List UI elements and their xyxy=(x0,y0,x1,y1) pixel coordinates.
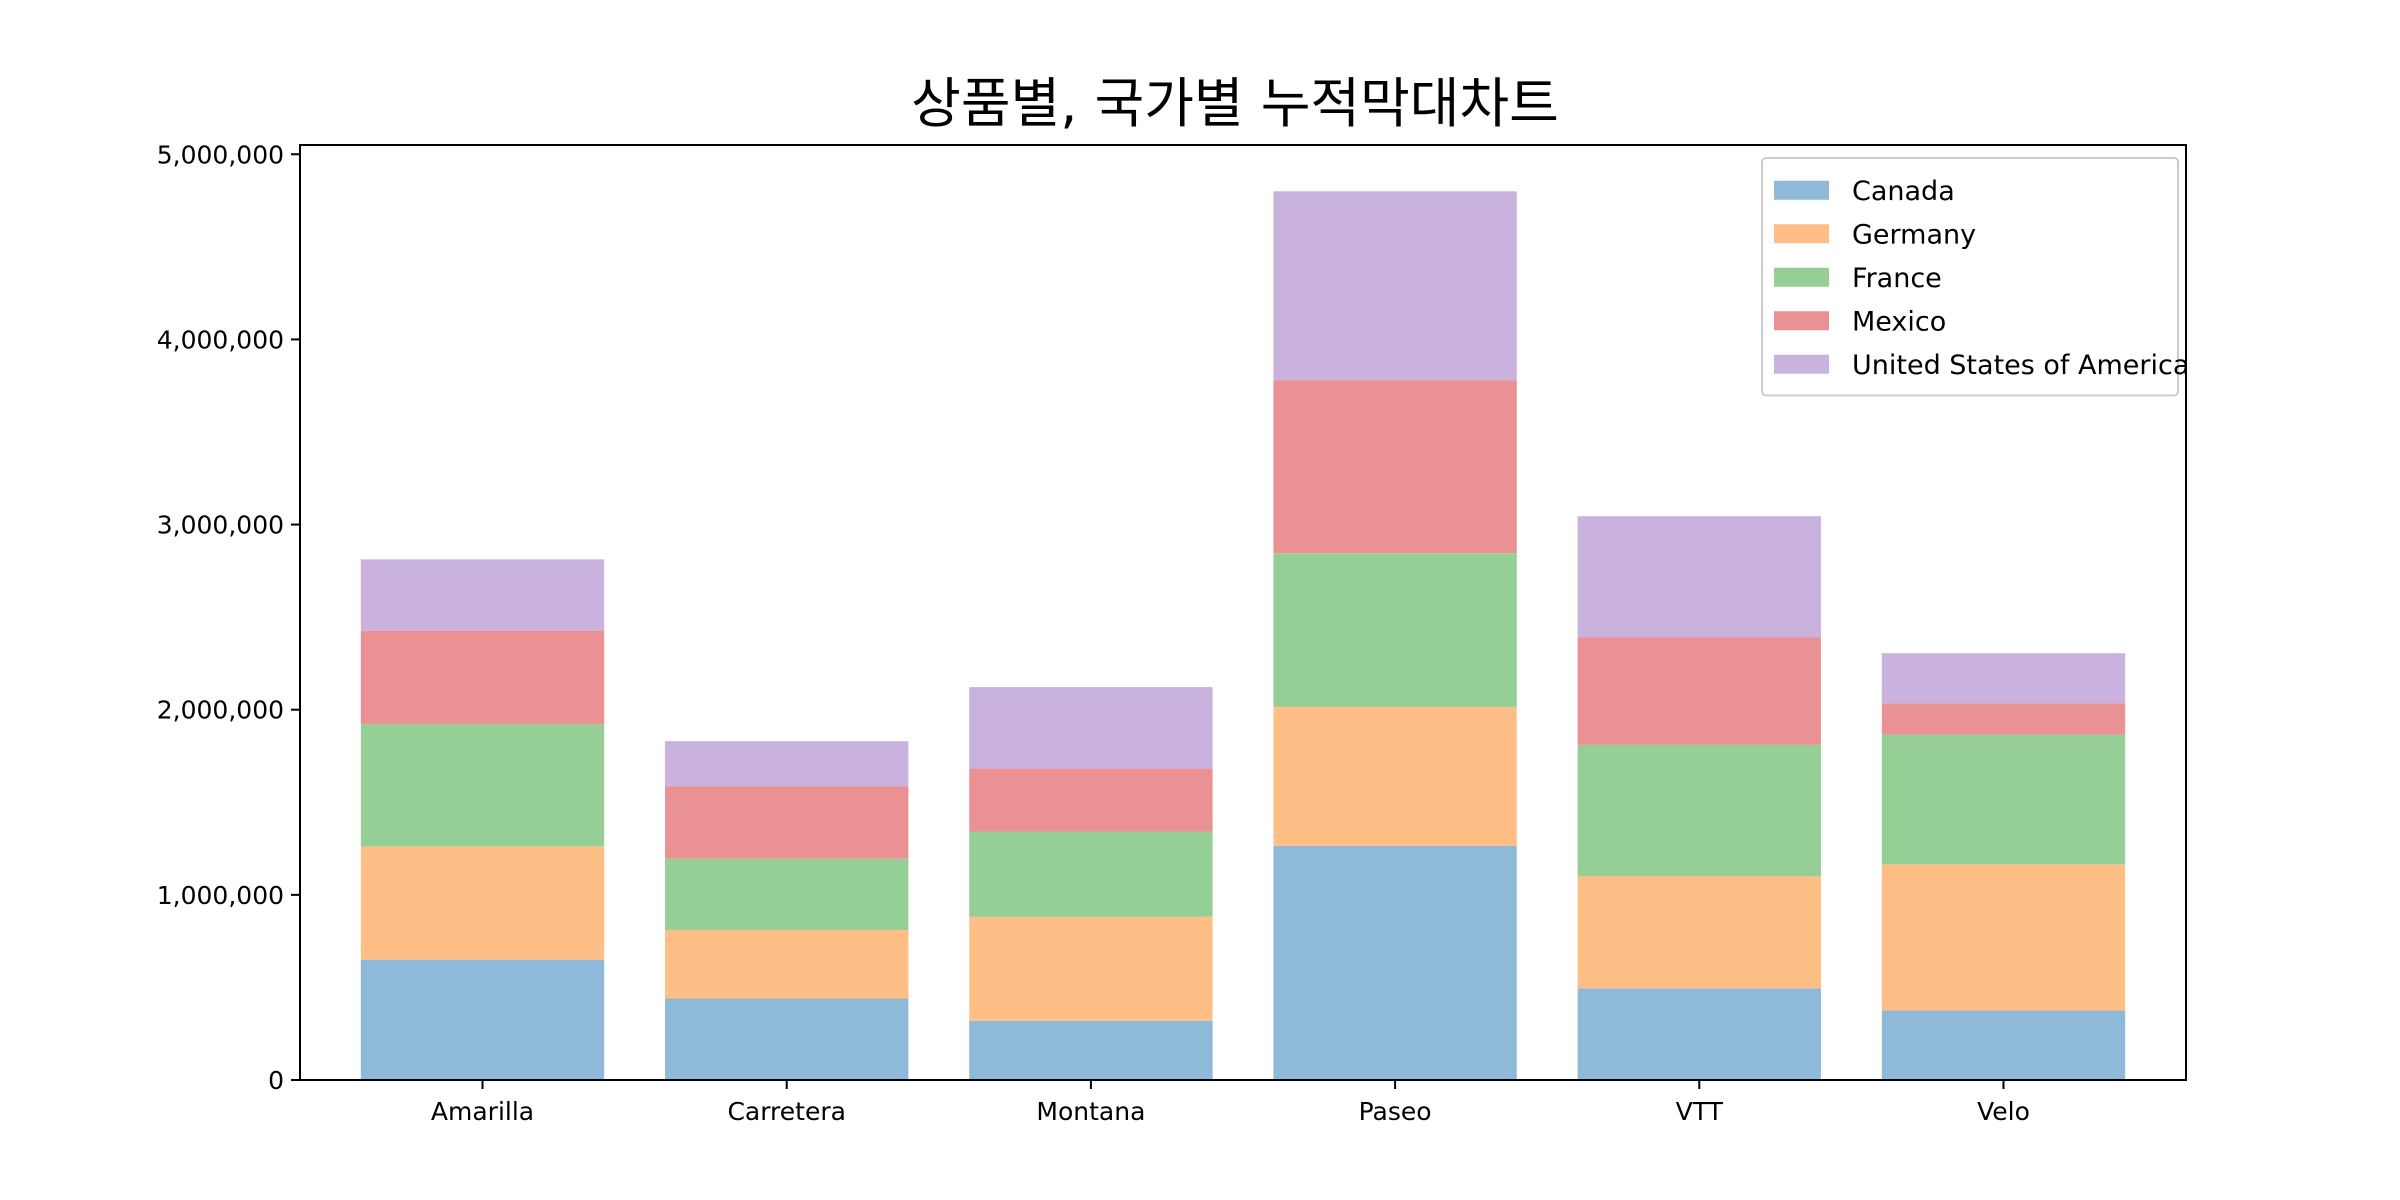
bar-carretera-germany xyxy=(665,930,909,999)
bar-amarilla-mexico xyxy=(360,630,605,725)
bar-montana-germany xyxy=(969,916,1213,1021)
y-tick-label: 2,000,000 xyxy=(157,696,284,725)
bar-montana-mexico xyxy=(969,768,1213,832)
x-tick-label-vtt: VTT xyxy=(1676,1097,1724,1126)
bar-velo-france xyxy=(1881,734,2126,865)
bar-velo-united-states-of-america xyxy=(1881,653,2126,704)
legend-swatch-mexico xyxy=(1774,311,1829,331)
legend-label-germany: Germany xyxy=(1852,219,1976,250)
bar-vtt-united-states-of-america xyxy=(1577,516,1821,638)
bars-layer xyxy=(360,191,2126,1080)
bar-paseo-united-states-of-america xyxy=(1273,191,1517,381)
bar-vtt-france xyxy=(1577,744,1821,877)
bar-carretera-canada xyxy=(665,998,909,1080)
legend-box xyxy=(1761,157,2179,397)
bar-amarilla-canada xyxy=(360,959,605,1080)
bar-carretera-united-states-of-america xyxy=(665,741,909,787)
x-tick-label-velo: Velo xyxy=(1977,1097,2030,1126)
legend-label-mexico: Mexico xyxy=(1852,306,1946,337)
y-tick-label: 4,000,000 xyxy=(157,325,284,354)
bar-amarilla-united-states-of-america xyxy=(360,559,605,631)
y-tick-label: 1,000,000 xyxy=(157,881,284,910)
bar-velo-germany xyxy=(1881,864,2126,1011)
axes-layer: 0 1,000,000 2,000,000 3,000,000 4,000,000 5,0… xyxy=(157,140,2187,1126)
legend: Canada Germany France Mexico United States o… xyxy=(1761,157,2189,397)
bar-velo-canada xyxy=(1881,1010,2126,1080)
y-tick-label: 0 xyxy=(268,1066,284,1095)
legend-label-france: France xyxy=(1852,263,1942,294)
x-tick-label-montana: Montana xyxy=(1036,1097,1145,1126)
plot-frame xyxy=(299,144,2187,1081)
bar-vtt-canada xyxy=(1577,988,1821,1080)
bar-montana-france xyxy=(969,831,1213,917)
legend-swatch-united-states-of-america xyxy=(1774,354,1829,374)
chart-title: 상품별, 국가별 누적막대차트 xyxy=(911,72,1559,135)
legend-label-united-states-of-america: United States of America xyxy=(1852,350,2189,381)
bar-montana-united-states-of-america xyxy=(969,687,1213,769)
bar-paseo-mexico xyxy=(1273,380,1517,554)
bar-paseo-france xyxy=(1273,553,1517,707)
bar-paseo-canada xyxy=(1273,845,1517,1080)
bar-paseo-germany xyxy=(1273,706,1517,846)
bar-velo-mexico xyxy=(1881,703,2126,735)
x-tick-label-amarilla: Amarilla xyxy=(431,1097,534,1126)
x-tick-label-paseo: Paseo xyxy=(1359,1097,1432,1126)
bar-vtt-mexico xyxy=(1577,637,1821,745)
bar-carretera-mexico xyxy=(665,786,909,859)
y-tick-label: 5,000,000 xyxy=(157,140,284,169)
x-tick-label-carretera: Carretera xyxy=(727,1097,846,1126)
bar-amarilla-france xyxy=(360,724,605,847)
legend-swatch-germany xyxy=(1774,224,1829,244)
bar-amarilla-germany xyxy=(360,846,605,960)
legend-swatch-france xyxy=(1774,267,1829,287)
bar-carretera-france xyxy=(665,858,909,931)
legend-label-canada: Canada xyxy=(1852,176,1955,207)
bar-vtt-germany xyxy=(1577,876,1821,989)
y-tick-label: 3,000,000 xyxy=(157,511,284,540)
legend-swatch-canada xyxy=(1774,180,1829,200)
bar-montana-canada xyxy=(969,1020,1213,1080)
